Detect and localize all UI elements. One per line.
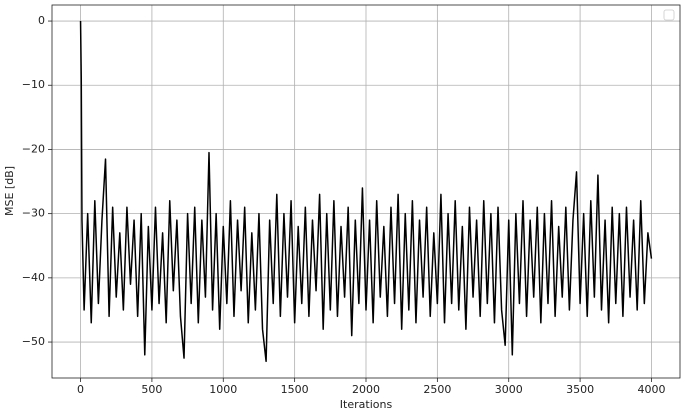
data-line <box>79 21 653 363</box>
y-tick-label: −20 <box>22 142 45 155</box>
x-tick-label: 4000 <box>637 383 665 396</box>
x-tick-label: 1500 <box>281 383 309 396</box>
y-tick-label: −50 <box>22 335 45 348</box>
x-tick-label: 500 <box>141 383 162 396</box>
y-tick-label: −10 <box>22 78 45 91</box>
x-axis-label: Iterations <box>340 398 393 411</box>
x-tick-label: 2500 <box>423 383 451 396</box>
x-tick-label: 3500 <box>566 383 594 396</box>
y-tick-label: 0 <box>38 14 45 27</box>
x-tick-label: 3000 <box>495 383 523 396</box>
x-tick-label: 1000 <box>209 383 237 396</box>
plot-frame <box>51 4 681 379</box>
y-tick-label: −40 <box>22 271 45 284</box>
y-tick-label: −30 <box>22 207 45 220</box>
y-axis-label: MSE [dB] <box>3 166 16 216</box>
x-tick-label: 2000 <box>352 383 380 396</box>
legend-box <box>663 9 675 21</box>
x-tick-label: 0 <box>77 383 84 396</box>
